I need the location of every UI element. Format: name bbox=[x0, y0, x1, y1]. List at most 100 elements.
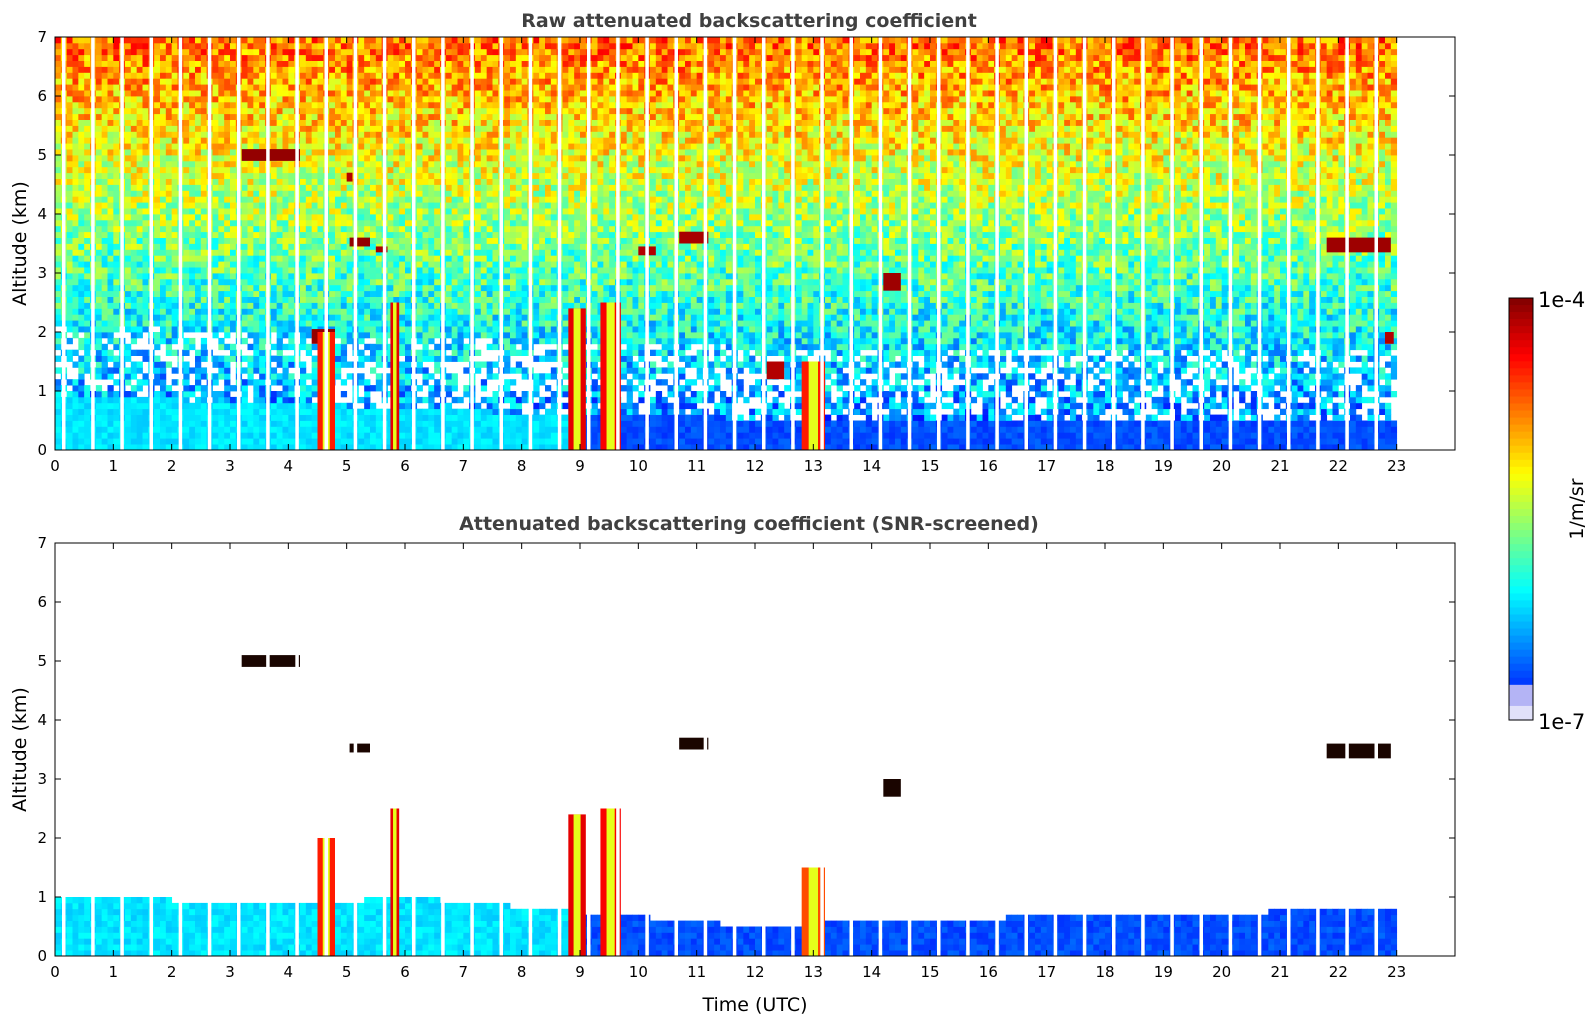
heatmap-cell bbox=[276, 42, 283, 50]
heatmap-cell bbox=[72, 202, 79, 209]
heatmap-cell bbox=[107, 190, 114, 197]
heatmap-cell bbox=[492, 184, 499, 191]
heatmap-cell bbox=[270, 119, 278, 126]
heatmap-cell bbox=[125, 278, 132, 286]
heatmap-cell bbox=[370, 296, 377, 303]
heatmap-cell bbox=[428, 66, 435, 73]
heatmap-cell bbox=[241, 137, 248, 144]
heatmap-cell bbox=[335, 137, 342, 144]
heatmap-cell bbox=[101, 66, 108, 73]
heatmap-cell bbox=[160, 426, 167, 433]
heatmap-cell bbox=[282, 432, 289, 439]
heatmap-cell bbox=[457, 432, 464, 439]
heatmap-cell bbox=[480, 155, 488, 162]
heatmap-cell bbox=[130, 125, 138, 132]
heatmap-cell bbox=[160, 60, 167, 67]
heatmap-cell bbox=[399, 78, 406, 85]
heatmap-cell bbox=[107, 143, 114, 150]
heatmap-cell bbox=[55, 414, 62, 421]
heatmap-cell bbox=[154, 190, 161, 197]
heatmap-cell bbox=[212, 255, 219, 262]
heatmap-cell bbox=[340, 337, 348, 345]
heatmap-cell bbox=[247, 101, 254, 109]
heatmap-cell bbox=[160, 249, 167, 256]
heatmap-cell bbox=[78, 337, 85, 345]
heatmap-cell bbox=[165, 131, 173, 138]
heatmap-cell bbox=[84, 178, 91, 185]
heatmap-cell bbox=[171, 166, 178, 174]
heatmap-cell bbox=[136, 66, 143, 73]
heatmap-cell bbox=[212, 149, 219, 156]
heatmap-cell bbox=[399, 308, 406, 315]
heatmap-cell bbox=[189, 225, 196, 233]
heatmap-cell bbox=[247, 60, 254, 67]
heatmap-cell bbox=[480, 426, 488, 433]
heatmap-cell bbox=[416, 84, 423, 91]
heatmap-cell bbox=[434, 90, 441, 97]
heatmap-cell bbox=[399, 444, 406, 451]
heatmap-cell bbox=[253, 343, 260, 351]
heatmap-cell bbox=[300, 261, 307, 268]
heatmap-cell bbox=[101, 78, 108, 85]
heatmap-cell bbox=[218, 402, 225, 410]
heatmap-cell bbox=[451, 302, 458, 309]
heatmap-cell bbox=[346, 54, 353, 61]
heatmap-cell bbox=[125, 131, 132, 138]
heatmap-cell bbox=[253, 379, 260, 386]
heatmap-cell bbox=[317, 290, 324, 297]
heatmap-cell bbox=[247, 320, 254, 327]
heatmap-cell bbox=[364, 219, 371, 227]
heatmap-cell bbox=[300, 72, 307, 79]
heatmap-cell bbox=[107, 178, 114, 185]
heatmap-cell bbox=[422, 444, 429, 451]
heatmap-cell bbox=[340, 184, 348, 191]
heatmap-cell bbox=[457, 355, 464, 362]
heatmap-cell bbox=[270, 190, 278, 197]
heatmap-cell bbox=[475, 249, 482, 256]
heatmap-cell bbox=[346, 314, 353, 321]
heatmap-cell bbox=[434, 184, 441, 191]
heatmap-cell bbox=[364, 48, 371, 56]
heatmap-cell bbox=[416, 113, 423, 120]
heatmap-cell bbox=[282, 296, 289, 303]
heatmap-cell bbox=[55, 202, 62, 209]
heatmap-cell bbox=[340, 149, 348, 156]
heatmap-cell bbox=[288, 373, 295, 380]
heatmap-cell bbox=[101, 391, 108, 398]
heatmap-cell bbox=[241, 131, 248, 138]
heatmap-cell bbox=[259, 202, 266, 209]
heatmap-cell bbox=[375, 373, 383, 380]
heatmap-cell bbox=[405, 237, 412, 244]
heatmap-cell bbox=[107, 432, 114, 439]
heatmap-cell bbox=[195, 379, 202, 386]
heatmap-cell bbox=[340, 84, 348, 91]
heatmap-cell bbox=[142, 184, 149, 191]
heatmap-cell bbox=[55, 444, 62, 451]
heatmap-cell bbox=[463, 119, 470, 126]
heatmap-cell bbox=[259, 90, 266, 97]
heatmap-cell bbox=[125, 284, 132, 292]
heatmap-cell bbox=[259, 243, 266, 250]
heatmap-cell bbox=[160, 290, 167, 297]
heatmap-cell bbox=[335, 107, 342, 115]
heatmap-cell bbox=[335, 125, 342, 132]
heatmap-cell bbox=[346, 101, 353, 109]
heatmap-cell bbox=[335, 101, 342, 109]
heatmap-cell bbox=[346, 332, 353, 339]
heatmap-cell bbox=[445, 326, 453, 333]
heatmap-cell bbox=[492, 267, 499, 274]
heatmap-cell bbox=[340, 160, 348, 168]
heatmap-cell bbox=[101, 202, 108, 209]
heatmap-cell bbox=[346, 84, 353, 91]
heatmap-cell bbox=[66, 326, 73, 333]
heatmap-cell bbox=[195, 243, 202, 250]
heatmap-cell bbox=[125, 355, 132, 362]
heatmap-cell bbox=[335, 219, 342, 227]
heatmap-cell bbox=[422, 278, 429, 286]
heatmap-cell bbox=[317, 107, 324, 115]
heatmap-cell bbox=[358, 78, 365, 85]
heatmap-cell bbox=[183, 249, 190, 256]
heatmap-cell bbox=[78, 255, 85, 262]
heatmap-cell bbox=[200, 296, 208, 303]
heatmap-cell bbox=[171, 444, 178, 451]
